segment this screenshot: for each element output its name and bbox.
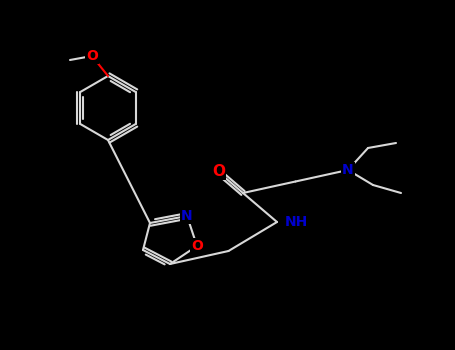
Text: O: O <box>212 164 226 180</box>
Text: O: O <box>191 239 203 253</box>
Text: O: O <box>86 49 98 63</box>
Text: N: N <box>181 209 193 223</box>
Text: NH: NH <box>285 215 308 229</box>
Text: N: N <box>342 163 354 177</box>
